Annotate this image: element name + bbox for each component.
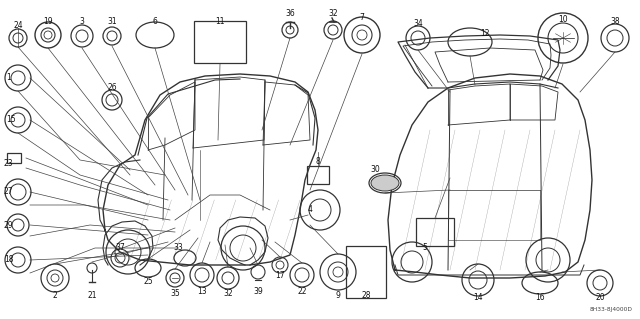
Text: 27: 27 <box>4 188 13 197</box>
Text: 9: 9 <box>335 291 340 300</box>
Text: 18: 18 <box>4 256 13 264</box>
Text: 7: 7 <box>360 13 364 23</box>
Text: 15: 15 <box>6 115 15 124</box>
Text: 8H33-8J4000D: 8H33-8J4000D <box>589 307 632 312</box>
Bar <box>7 153 21 163</box>
Text: 10: 10 <box>558 16 568 25</box>
Text: 4: 4 <box>308 205 313 214</box>
Text: 16: 16 <box>535 293 545 302</box>
Text: 14: 14 <box>473 293 483 301</box>
Text: 5: 5 <box>422 243 427 253</box>
Text: 26: 26 <box>107 84 117 93</box>
Text: 30: 30 <box>370 166 380 174</box>
Bar <box>307 166 329 184</box>
Text: 33: 33 <box>173 243 183 253</box>
Text: 36: 36 <box>285 10 295 19</box>
Text: 37: 37 <box>115 242 125 251</box>
Text: 38: 38 <box>610 18 620 26</box>
Bar <box>346 246 386 298</box>
Text: 11: 11 <box>215 18 225 26</box>
Text: 3: 3 <box>79 18 84 26</box>
Text: 12: 12 <box>480 28 490 38</box>
Text: 31: 31 <box>107 18 117 26</box>
Text: 24: 24 <box>13 20 23 29</box>
Text: 22: 22 <box>297 286 307 295</box>
Text: 20: 20 <box>595 293 605 302</box>
Text: 17: 17 <box>275 271 285 280</box>
Text: 32: 32 <box>223 288 233 298</box>
Text: 23: 23 <box>4 159 13 167</box>
Text: 19: 19 <box>43 18 53 26</box>
Text: 35: 35 <box>170 288 180 298</box>
Text: 1: 1 <box>6 73 11 83</box>
Text: 2: 2 <box>52 291 58 300</box>
Text: 34: 34 <box>413 19 423 28</box>
Text: 28: 28 <box>361 291 371 300</box>
Text: 21: 21 <box>87 291 97 300</box>
Text: 6: 6 <box>152 18 157 26</box>
Text: 8: 8 <box>316 158 321 167</box>
Text: 32: 32 <box>328 10 338 19</box>
Bar <box>416 218 454 246</box>
Bar <box>194 21 246 63</box>
Ellipse shape <box>371 175 399 191</box>
Text: 13: 13 <box>197 287 207 296</box>
Text: 25: 25 <box>143 278 153 286</box>
Text: 29: 29 <box>4 220 13 229</box>
Text: 39: 39 <box>253 287 263 296</box>
